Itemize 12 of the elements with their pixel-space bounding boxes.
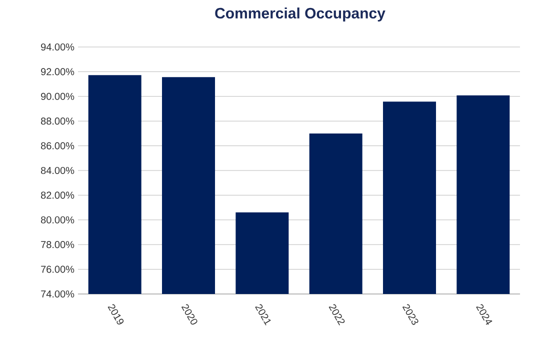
y-tick-label: 88.00% [41, 118, 74, 125]
chart-title: Commercial Occupancy [215, 8, 386, 22]
y-tick-label: 80.00% [41, 216, 74, 224]
y-tick-label: 92.00% [41, 68, 74, 76]
y-tick-label: 74.00% [41, 290, 74, 298]
y-tick-label: 82.00% [41, 192, 74, 199]
y-tick-label: 84.00% [41, 166, 74, 174]
y-tick-label: 78.00% [41, 241, 74, 248]
y-tick-label: 76.00% [41, 266, 74, 273]
y-tick-label: 90.00% [41, 92, 74, 100]
y-tick-label: 94.00% [41, 43, 74, 51]
y-tick-label: 86.00% [41, 142, 74, 150]
